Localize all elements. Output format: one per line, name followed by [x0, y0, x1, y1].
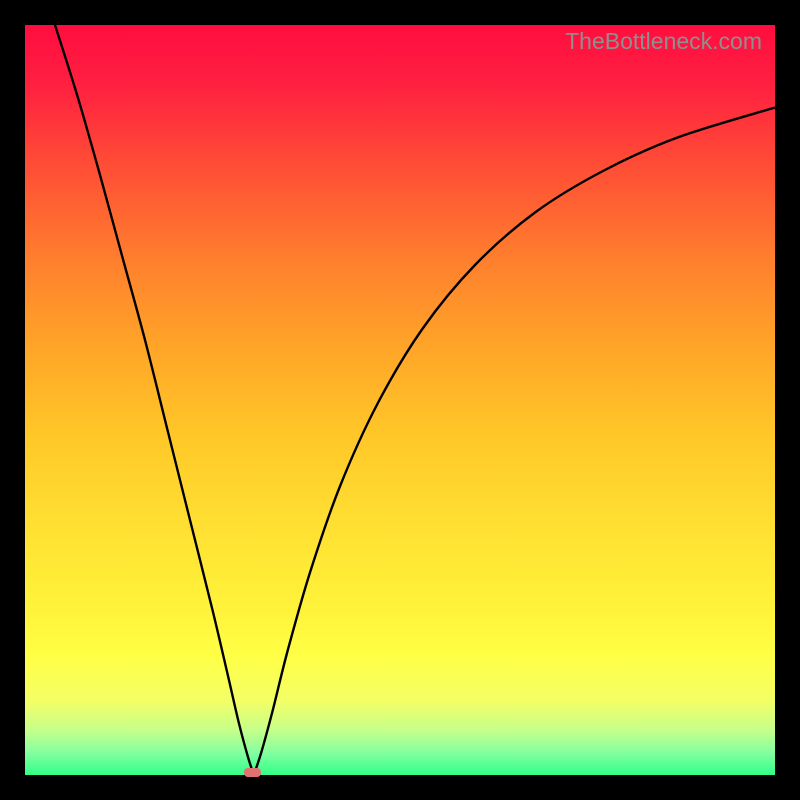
watermark-text: TheBottleneck.com: [565, 28, 762, 55]
curve-right-branch: [254, 108, 775, 776]
chart-frame: TheBottleneck.com: [0, 0, 800, 800]
curve-left-branch: [55, 25, 254, 775]
plot-area: [25, 25, 775, 775]
curve: [25, 25, 775, 775]
minimum-marker: [244, 768, 261, 777]
